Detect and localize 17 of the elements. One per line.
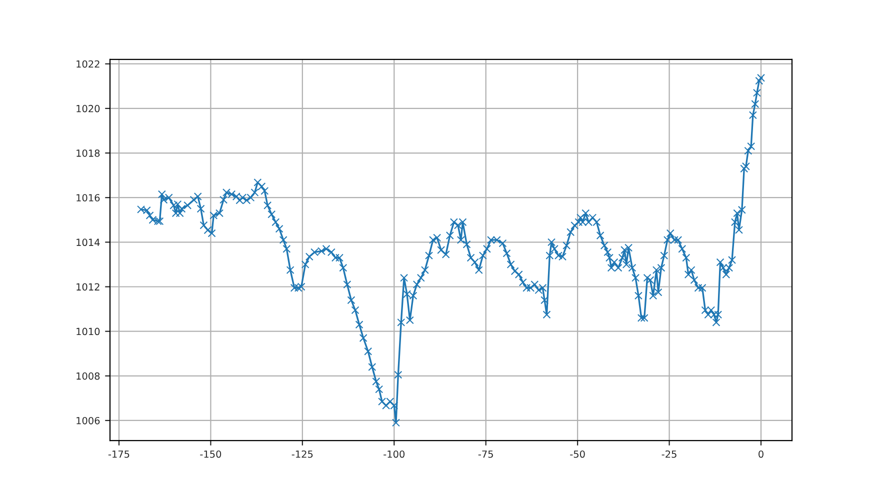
- y-tick-label: 1008: [76, 372, 100, 380]
- y-tick-label: 1010: [76, 328, 100, 336]
- x-tick-label: -75: [478, 450, 493, 458]
- x-tick-label: -25: [662, 450, 676, 458]
- y-tick-label: 1016: [76, 194, 100, 202]
- x-tick-label: 0: [758, 450, 764, 458]
- x-tick-label: -100: [384, 450, 405, 458]
- x-tick-label: -150: [200, 450, 222, 458]
- y-tick-label: 1012: [76, 283, 100, 291]
- x-tick-label: -50: [570, 450, 585, 458]
- y-tick-label: 1006: [76, 416, 100, 424]
- y-tick-label: 1018: [76, 149, 100, 157]
- x-tick-label: -125: [292, 450, 313, 458]
- y-tick-label: 1020: [76, 104, 100, 112]
- y-tick-label: 1022: [76, 60, 100, 68]
- y-tick-label: 1014: [76, 238, 100, 246]
- x-tick-label: -175: [108, 450, 130, 458]
